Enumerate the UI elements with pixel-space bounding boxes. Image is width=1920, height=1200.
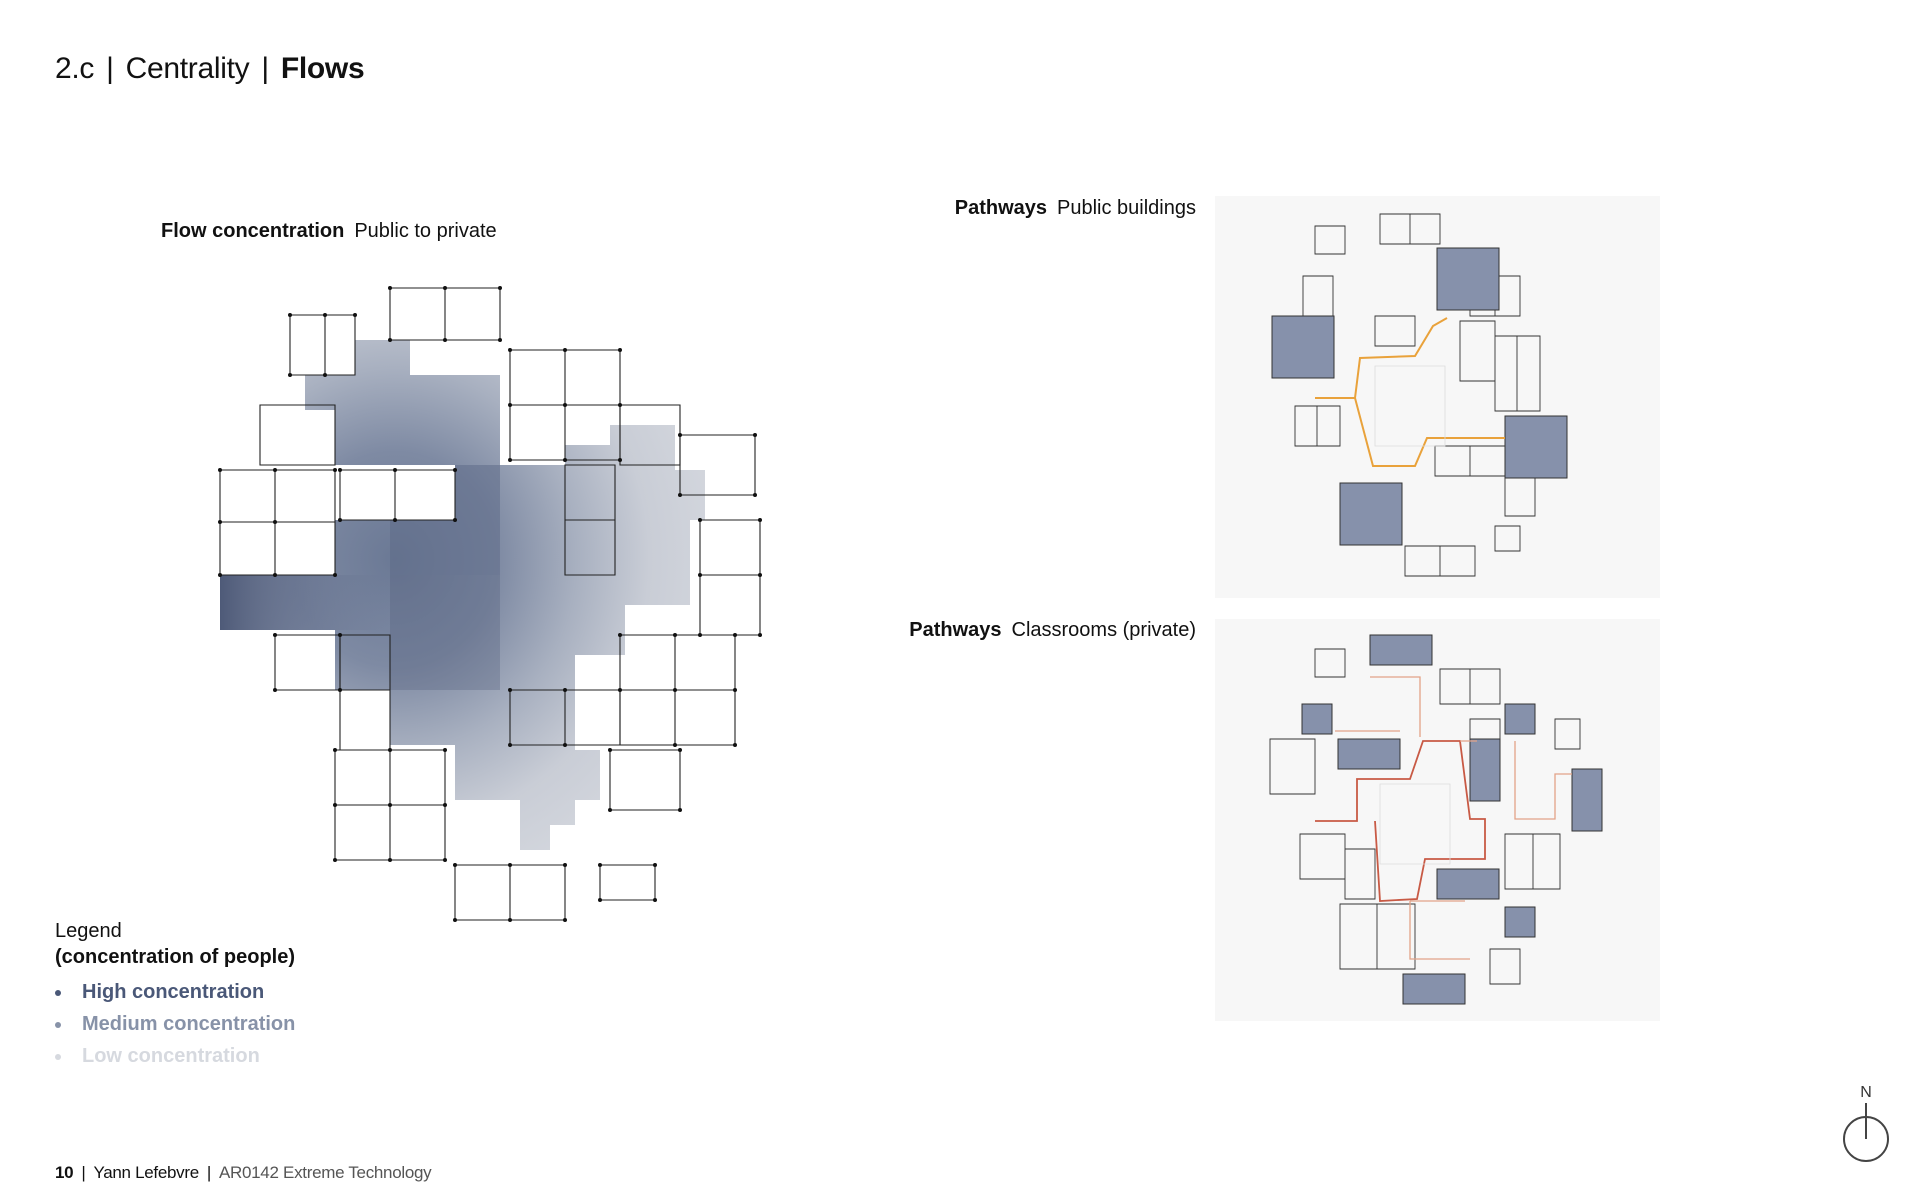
legend-label-low: Low concentration bbox=[82, 1045, 260, 1067]
north-arrow-icon: N bbox=[1843, 1084, 1889, 1162]
legend-item-high: High concentration bbox=[55, 976, 295, 1008]
public-building bbox=[1436, 247, 1500, 311]
classroom-building bbox=[1301, 703, 1333, 735]
legend-label-medium: Medium concentration bbox=[82, 1013, 296, 1035]
legend-bullet-high bbox=[55, 990, 61, 996]
flow-map-caption: Flow concentration Public to private bbox=[161, 220, 497, 243]
legend-subtitle: (concentration of people) bbox=[55, 946, 295, 968]
pathways-public-panel bbox=[1215, 196, 1660, 598]
legend-title: Legend bbox=[55, 920, 122, 942]
section-number: 2.c bbox=[55, 52, 95, 85]
flow-concentration-map bbox=[218, 286, 762, 922]
pathways-public-caption-rest: Public buildings bbox=[1057, 197, 1196, 219]
classroom-building bbox=[1436, 868, 1500, 900]
legend-bullet-low bbox=[55, 1054, 61, 1060]
legend-label-high: High concentration bbox=[82, 981, 265, 1003]
legend: Legend (concentration of people) High co… bbox=[55, 918, 295, 1072]
flow-map-caption-rest: Public to private bbox=[354, 220, 497, 242]
public-buildings bbox=[1271, 247, 1568, 546]
pathways-public-caption-bold: Pathways bbox=[954, 197, 1048, 219]
legend-list: High concentration Medium concentration … bbox=[55, 976, 295, 1072]
footer-course: AR0142 Extreme Technology bbox=[218, 1163, 432, 1182]
private-pathways-main bbox=[1315, 740, 1486, 902]
footer: 10 | Yann Lefebvre | AR0142 Extreme Technolo… bbox=[55, 1163, 432, 1182]
pathways-private-caption: Pathways Classrooms (private) bbox=[909, 619, 1196, 642]
public-faint-core bbox=[1374, 365, 1446, 447]
public-building bbox=[1339, 482, 1403, 546]
private-grid bbox=[1269, 648, 1581, 985]
pathways-public-caption: Pathways Public buildings bbox=[955, 197, 1196, 220]
classroom-building bbox=[1337, 738, 1401, 770]
classroom-building bbox=[1369, 634, 1433, 666]
classroom-building bbox=[1504, 906, 1536, 938]
public-grid bbox=[1294, 213, 1541, 577]
page-title: 2.c | Centrality | Flows bbox=[55, 52, 365, 85]
pathways-private-panel bbox=[1215, 619, 1660, 1021]
section-topic: Centrality bbox=[125, 52, 250, 85]
pathways-private-caption-bold: Pathways bbox=[909, 619, 1002, 641]
private-pathways-secondary bbox=[1335, 676, 1572, 960]
section-subtopic: Flows bbox=[280, 52, 365, 85]
pathways-private-plan bbox=[1269, 634, 1603, 1005]
north-label: N bbox=[1860, 1084, 1872, 1101]
legend-item-medium: Medium concentration bbox=[55, 1008, 295, 1040]
concentration-shape bbox=[220, 340, 705, 850]
private-faint-core bbox=[1379, 783, 1451, 865]
classroom-building bbox=[1571, 768, 1603, 832]
legend-item-low: Low concentration bbox=[55, 1040, 295, 1072]
flow-map-caption-bold: Flow concentration bbox=[161, 220, 345, 242]
flow-grid-nodes bbox=[218, 286, 762, 922]
classroom-building bbox=[1504, 703, 1536, 735]
footer-author: Yann Lefebvre bbox=[93, 1163, 199, 1182]
public-pathways bbox=[1315, 317, 1505, 467]
classroom-building bbox=[1402, 973, 1466, 1005]
public-building bbox=[1271, 315, 1335, 379]
classroom-building bbox=[1469, 738, 1501, 802]
public-building bbox=[1504, 415, 1568, 479]
legend-bullet-medium bbox=[55, 1022, 61, 1028]
pathways-public-plan bbox=[1271, 213, 1568, 577]
footer-page-number: 10 bbox=[55, 1163, 74, 1182]
classroom-buildings bbox=[1301, 634, 1603, 1005]
pathways-private-caption-rest: Classrooms (private) bbox=[1011, 619, 1196, 641]
